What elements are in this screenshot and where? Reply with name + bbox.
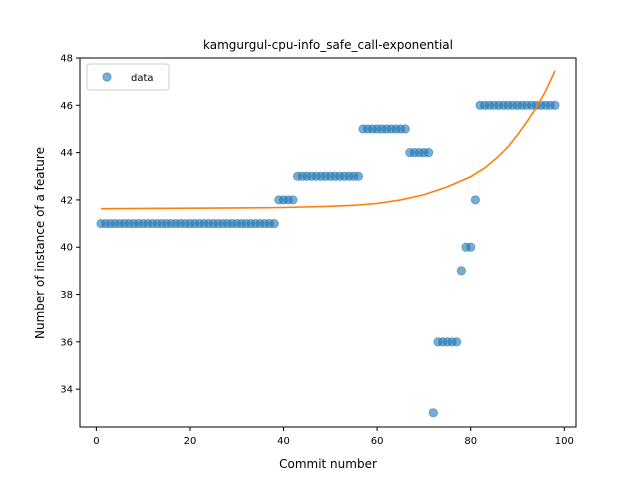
- data-point: [550, 100, 560, 110]
- data-point: [452, 337, 462, 347]
- y-tick-label: 44: [60, 148, 73, 159]
- y-tick-label: 42: [60, 195, 73, 206]
- chart-title: kamgurgul-cpu-info_safe_call-exponential: [203, 38, 453, 52]
- y-axis: 34 36 38 40 42 44 46 48: [60, 54, 80, 396]
- data-point: [269, 218, 279, 229]
- y-tick-label: 40: [60, 243, 73, 254]
- y-tick-label: 46: [60, 101, 73, 112]
- x-tick-label: 80: [464, 436, 477, 447]
- x-axis: 0 20 40 60 80 100: [93, 427, 574, 447]
- legend-label: data: [131, 73, 154, 84]
- fit-line: [101, 70, 556, 210]
- x-tick-label: 60: [371, 436, 384, 447]
- x-tick-label: 20: [184, 436, 197, 447]
- y-tick-label: 36: [60, 337, 73, 348]
- x-axis-label: Commit number: [279, 457, 377, 471]
- series-data-points: [96, 100, 560, 418]
- data-point: [353, 171, 364, 181]
- data-point: [428, 408, 438, 418]
- y-tick-label: 38: [60, 290, 73, 301]
- x-tick-label: 0: [93, 436, 99, 447]
- data-point: [456, 266, 466, 276]
- data-point: [423, 148, 434, 158]
- x-tick-label: 40: [277, 436, 290, 447]
- plot-area: [79, 57, 577, 428]
- legend-marker: [102, 72, 112, 82]
- legend: data: [86, 63, 170, 91]
- data-point: [288, 195, 298, 205]
- data-point: [466, 242, 476, 252]
- data-point: [400, 124, 410, 134]
- data-point: [470, 195, 480, 205]
- x-tick-label: 100: [555, 436, 574, 447]
- y-tick-label: 34: [60, 385, 73, 396]
- y-axis-label: Number of instance of a feature: [33, 147, 47, 339]
- axes-frame: [79, 57, 577, 428]
- y-tick-label: 48: [60, 54, 73, 65]
- legend-box: [86, 63, 170, 91]
